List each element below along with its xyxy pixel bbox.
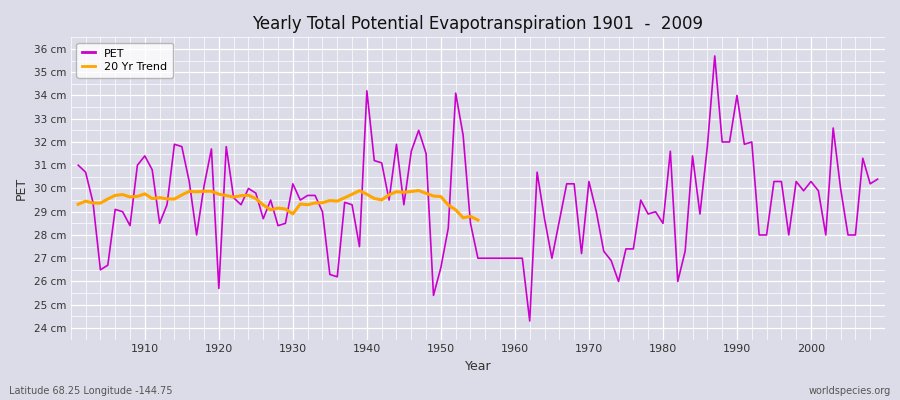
Text: Latitude 68.25 Longitude -144.75: Latitude 68.25 Longitude -144.75 [9, 386, 173, 396]
PET [502, 256, 513, 261]
Line: 20 Yr Trend: 20 Yr Trend [78, 190, 478, 220]
20 Yr Trend [220, 193, 231, 198]
20 Yr Trend [413, 188, 424, 193]
Y-axis label: PET: PET [15, 177, 28, 200]
PET [709, 54, 720, 58]
20 Yr Trend [472, 218, 483, 222]
Legend: PET, 20 Yr Trend: PET, 20 Yr Trend [76, 43, 173, 78]
20 Yr Trend [117, 192, 128, 197]
Text: worldspecies.org: worldspecies.org [809, 386, 891, 396]
PET [509, 256, 520, 261]
20 Yr Trend [465, 214, 476, 219]
20 Yr Trend [436, 194, 446, 199]
PET [132, 163, 143, 168]
20 Yr Trend [169, 197, 180, 202]
PET [525, 318, 535, 323]
20 Yr Trend [147, 196, 158, 201]
PET [73, 163, 84, 168]
X-axis label: Year: Year [464, 360, 491, 373]
PET [606, 258, 616, 263]
PET [339, 200, 350, 205]
PET [295, 198, 306, 202]
PET [872, 177, 883, 182]
Title: Yearly Total Potential Evapotranspiration 1901  -  2009: Yearly Total Potential Evapotranspiratio… [252, 15, 704, 33]
Line: PET: PET [78, 56, 878, 321]
20 Yr Trend [73, 202, 84, 207]
